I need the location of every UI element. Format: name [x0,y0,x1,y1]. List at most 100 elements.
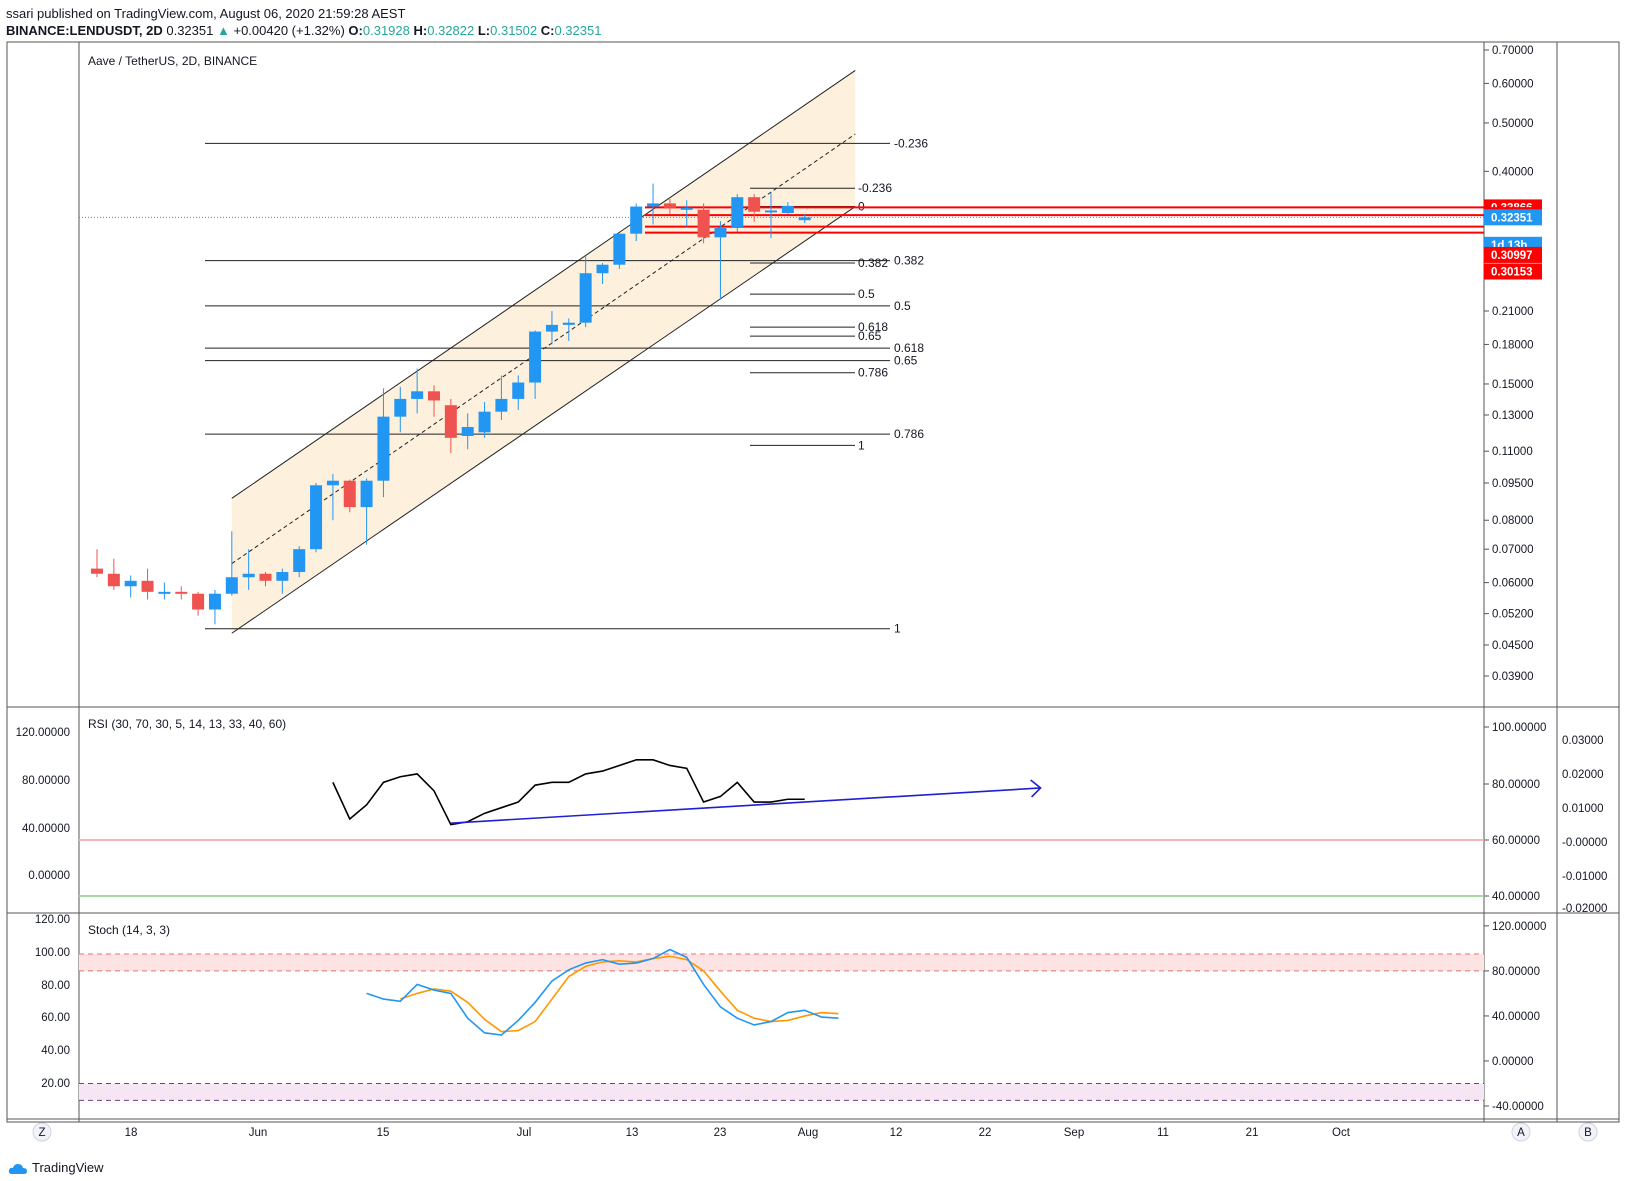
candle-body [175,591,188,594]
candle-body [478,411,491,433]
stoch-band [79,954,1484,971]
stoch-right-tick: 40.00000 [1492,1011,1540,1023]
time-tick-label: Jun [249,1127,268,1139]
candle-body [765,210,777,213]
rsi-far-right-tick: 0.01000 [1562,803,1604,815]
low-label: L: [477,23,491,38]
rsi-left-tick: 0.00000 [28,870,70,882]
last-price: 0.32351 [166,23,214,38]
price-tick-label: 0.11000 [1492,446,1533,458]
rsi-far-right-tick: -0.01000 [1562,871,1607,883]
fib-small-label: 0.5 [858,287,875,301]
price-change: +0.00420 (+1.32%) [233,23,345,38]
rsi-right-tick: 60.00000 [1492,835,1540,847]
price-axis: 0.70000 0.60000 0.50000 0.40000 0.21000 0.180… [1484,45,1542,683]
symbol-info: BINANCE:LENDUSDT, 2D 0.32351 ▲ +0.00420 … [6,23,601,38]
scale-left-button[interactable]: Z [32,1122,52,1142]
auto-scale-button[interactable]: A [1511,1122,1531,1142]
close-label: C: [540,23,555,38]
candle-body [411,391,424,399]
high-label: H: [413,23,428,38]
rsi-far-right-tick: 0.02000 [1562,769,1604,781]
rsi-line [332,759,805,826]
candle-body [360,480,373,508]
candle-body [680,207,693,210]
fib-small-label: 0.65 [858,329,882,343]
candle-body [444,405,457,438]
price-tick-label: 0.06000 [1492,578,1534,590]
scale-left-label: Z [38,1127,45,1139]
candle-body [377,416,390,481]
price-tick-label: 0.07000 [1492,544,1534,556]
chart-frame [6,41,1620,1123]
fib-small-label: 0.786 [858,366,888,380]
rsi-pane: 120.00000 80.00000 40.00000 0.00000 100.0000… [16,722,1608,915]
stoch-k-line [366,948,839,1036]
candle-body [107,573,120,587]
candle-body [647,203,660,207]
candle-body [310,485,323,550]
price-marker-label: 0.30153 [1491,266,1533,278]
stoch-right-tick: 0.00000 [1492,1056,1534,1068]
time-tick-label: Aug [798,1127,818,1139]
candle-body [798,217,811,221]
candle-body [242,573,255,578]
candle-body [192,593,205,610]
candles [91,183,811,625]
time-tick-label: 15 [377,1127,390,1139]
footer-brand-label: TradingView [32,1160,104,1175]
fib-level-label: 0.5 [894,299,911,313]
open-value: 0.31928 [362,23,410,38]
rsi-trendline [450,787,1041,824]
stoch-left-tick: 20.00 [41,1078,70,1090]
candle-body [158,591,171,594]
candle-body [343,480,356,508]
fib-level-label: -0.236 [894,136,928,150]
stoch-left-tick: 40.00 [41,1045,70,1057]
parallel-channel [231,70,856,634]
symbol-name: BINANCE:LENDUSDT, 2D [6,23,163,38]
candle-body [748,197,761,212]
close-value: 0.32351 [554,23,602,38]
fib-retracements: -0.2360.3820.50.6180.650.7861-0.23600.38… [205,136,928,636]
candle-body [428,391,440,401]
price-marker-box [1484,246,1542,263]
footer-brand[interactable]: TradingView [8,1160,104,1175]
stoch-left-tick: 80.00 [41,980,70,992]
tradingview-cloud-icon [8,1163,28,1174]
candle-body [394,398,407,417]
time-tick-label: Jul [517,1127,532,1139]
publish-info: ssari published on TradingView.com, Augu… [6,6,406,21]
auto-scale-label: A [1517,1127,1525,1139]
fib-level-label: 0.65 [894,354,918,368]
rsi-far-right-tick: -0.02000 [1562,903,1607,915]
price-tick-label: 0.04500 [1492,640,1534,652]
candle-body [124,580,137,587]
candle-body [731,197,744,228]
candle-body [697,209,710,238]
rsi-left-tick: 120.00000 [16,727,70,739]
rsi-far-right-tick: 0.03000 [1562,735,1604,747]
price-marker-box [1484,209,1542,226]
candle-body [781,205,794,214]
time-tick-label: Sep [1064,1127,1084,1139]
candle-body [512,382,525,399]
stoch-pane: 120.00 100.00 80.00 60.00 40.00 20.00 120.0000… [35,914,1547,1113]
price-tick-label: 0.21000 [1492,306,1534,318]
rsi-left-tick: 40.00000 [22,823,70,835]
candle-body [293,549,306,573]
price-tick-label: 0.03900 [1492,671,1534,683]
time-tick-label: 23 [714,1127,727,1139]
scale-b-button[interactable]: B [1578,1122,1598,1142]
time-tick-label: 21 [1246,1127,1259,1139]
time-tick-label: 22 [979,1127,992,1139]
candle-body [208,593,221,610]
low-value: 0.31502 [490,23,538,38]
stoch-left-tick: 120.00 [35,914,70,926]
candle-body [326,480,339,486]
rsi-right-tick: 100.00000 [1492,722,1546,734]
candle-body [663,203,676,208]
candle-body [545,324,558,332]
time-axis: 18 Jun 15 Jul 13 23 Aug 12 22 Sep 11 21 Oct [125,1127,1351,1139]
